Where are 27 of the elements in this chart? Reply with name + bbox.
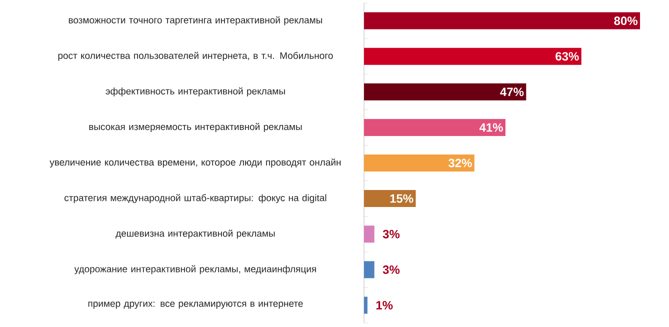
y-tick-label: рост количества пользователей интернета, в т.ч. Мобильного: [58, 52, 333, 61]
bar: [364, 226, 374, 243]
data-label: 80%: [614, 16, 638, 26]
y-tick-label: высокая измеряемость интерактивной рекламы: [89, 122, 302, 132]
bar: [364, 48, 582, 65]
bar: [364, 190, 416, 208]
bar: [364, 118, 506, 136]
data-label: 41%: [479, 123, 503, 132]
y-tick-label: эффективность интерактивной рекламы: [106, 87, 285, 96]
data-label: 32%: [448, 158, 472, 168]
y-tick-label: увеличение количества времени, которое люди проводят онлайн: [50, 158, 341, 168]
y-tick-label: стратегия международной штаб-квартиры: фокус на digital: [64, 194, 326, 204]
bar: [364, 154, 474, 172]
data-label: 3%: [382, 265, 400, 274]
bar: [364, 261, 374, 278]
bar: [364, 83, 526, 100]
data-label: 3%: [382, 230, 400, 238]
data-label: 15%: [390, 194, 414, 203]
bar: [364, 296, 368, 314]
y-tick-label: дешевизна интерактивной рекламы: [116, 230, 275, 239]
y-tick-label: возможности точного таргетинга интерактивной рекламы: [68, 16, 322, 26]
data-label: 1%: [376, 301, 393, 310]
data-label: 47%: [500, 88, 524, 96]
bar: [364, 12, 640, 30]
y-tick-label: удорожание интерактивной рекламы, медиаинфляция: [74, 265, 316, 274]
data-label: 63%: [556, 52, 579, 61]
y-tick-label: пример других: все рекламируются в интернете: [88, 302, 303, 309]
